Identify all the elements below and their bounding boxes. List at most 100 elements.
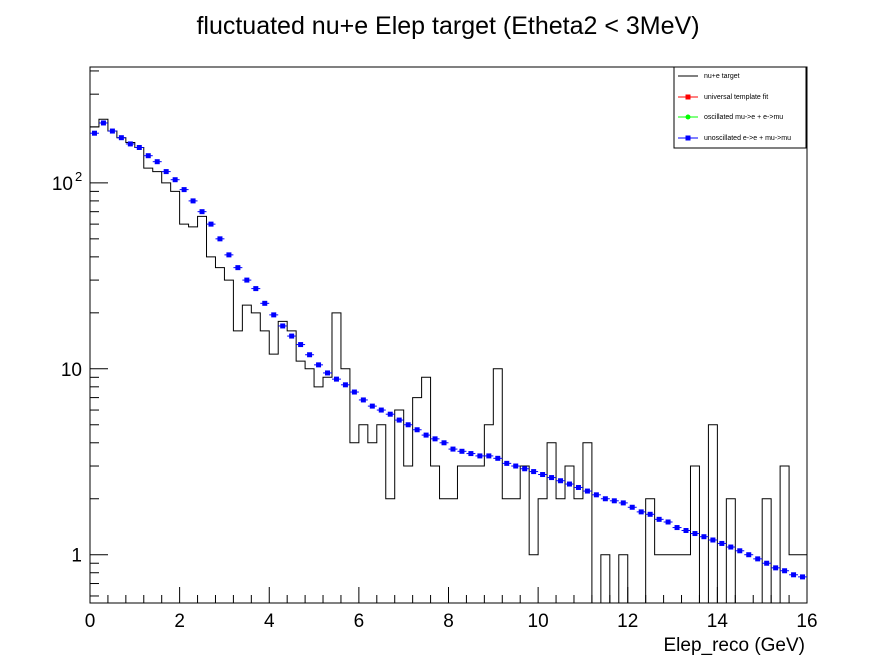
data-point xyxy=(708,537,718,543)
legend: nu+e target universal template fit oscil… xyxy=(673,66,807,149)
data-point xyxy=(98,120,108,126)
data-marker xyxy=(566,481,572,487)
data-point xyxy=(206,221,216,227)
data-marker xyxy=(271,312,277,318)
data-point xyxy=(242,277,252,283)
data-marker xyxy=(351,389,357,395)
legend-entry-unoscillated: unoscillated e->e + mu->mu xyxy=(678,135,791,142)
data-point xyxy=(493,455,503,461)
data-point xyxy=(735,548,745,554)
data-point xyxy=(358,397,368,403)
x-tick-label: 0 xyxy=(85,611,96,632)
data-point xyxy=(547,475,557,481)
data-point xyxy=(278,323,288,329)
x-tick-label: 4 xyxy=(264,611,275,632)
data-marker xyxy=(486,453,492,459)
data-point xyxy=(672,525,682,531)
x-tick-label: 6 xyxy=(354,611,365,632)
data-point xyxy=(645,511,655,517)
histogram-outline xyxy=(90,118,807,603)
data-marker xyxy=(611,498,617,504)
data-point xyxy=(385,411,395,417)
x-tick-label: 16 xyxy=(796,611,817,632)
data-point xyxy=(430,436,440,442)
data-marker xyxy=(540,472,546,478)
data-marker xyxy=(495,455,501,461)
data-marker xyxy=(414,427,420,433)
data-point xyxy=(690,531,700,537)
data-marker xyxy=(154,159,160,165)
legend-entry-target: nu+e target xyxy=(678,73,740,80)
data-marker xyxy=(307,352,313,358)
x-axis-label: Elep_reco (GeV) xyxy=(663,635,805,656)
data-point xyxy=(753,556,763,562)
data-marker xyxy=(423,432,429,438)
data-marker xyxy=(701,534,707,540)
data-point xyxy=(591,492,601,498)
data-point xyxy=(529,469,539,475)
data-marker xyxy=(468,451,474,457)
data-point xyxy=(609,498,619,504)
data-point xyxy=(573,484,583,490)
data-point xyxy=(170,177,180,183)
data-point xyxy=(215,236,225,242)
x-tick-label: 8 xyxy=(443,611,454,632)
data-point xyxy=(197,209,207,215)
x-tick-label: 10 xyxy=(528,611,549,632)
data-point xyxy=(771,565,781,571)
data-point xyxy=(798,574,807,580)
series-nu-e-target xyxy=(90,118,807,603)
data-point xyxy=(448,446,458,452)
data-point xyxy=(600,496,610,502)
data-marker xyxy=(549,475,555,481)
legend-label-oscillated: oscillated mu->e + e->mu xyxy=(704,114,783,121)
data-point xyxy=(538,472,548,478)
data-marker xyxy=(504,460,510,466)
data-marker xyxy=(737,548,743,554)
data-marker xyxy=(450,446,456,452)
data-point xyxy=(269,312,279,318)
data-marker xyxy=(396,417,402,423)
legend-entry-fit: universal template fit xyxy=(678,94,768,101)
data-marker xyxy=(235,265,241,271)
legend-entry-oscillated: oscillated mu->e + e->mu xyxy=(678,114,783,121)
data-marker xyxy=(360,397,366,403)
data-marker xyxy=(629,504,635,510)
data-marker xyxy=(558,478,564,484)
data-marker xyxy=(593,492,599,498)
data-marker xyxy=(244,277,250,283)
data-marker xyxy=(226,252,232,258)
data-marker xyxy=(118,135,124,141)
data-point xyxy=(789,572,799,578)
data-point xyxy=(636,509,646,515)
data-point xyxy=(744,552,754,558)
data-point xyxy=(663,519,673,525)
x-tick-label: 12 xyxy=(617,611,638,632)
data-marker xyxy=(477,453,483,459)
data-marker xyxy=(217,236,223,242)
data-point xyxy=(340,382,350,388)
data-point xyxy=(233,265,243,271)
data-marker xyxy=(531,469,537,475)
data-marker xyxy=(280,323,286,329)
data-point xyxy=(323,370,332,376)
data-point xyxy=(403,422,413,428)
data-point xyxy=(618,500,628,506)
data-marker xyxy=(522,466,528,472)
data-point xyxy=(780,568,790,574)
chart-title: fluctuated nu+e Elep target (Etheta2 < 3… xyxy=(196,12,699,40)
data-point xyxy=(116,135,126,141)
data-point xyxy=(726,544,736,550)
data-point xyxy=(188,198,198,204)
data-point xyxy=(582,488,592,494)
data-marker xyxy=(441,440,447,446)
y-tick-label: 1 xyxy=(71,546,82,567)
data-point xyxy=(475,453,485,459)
x-tick-label: 14 xyxy=(707,611,729,632)
data-point xyxy=(107,128,117,134)
data-point xyxy=(681,527,691,533)
data-marker xyxy=(172,177,178,183)
data-point xyxy=(349,389,359,395)
data-point xyxy=(457,448,467,454)
